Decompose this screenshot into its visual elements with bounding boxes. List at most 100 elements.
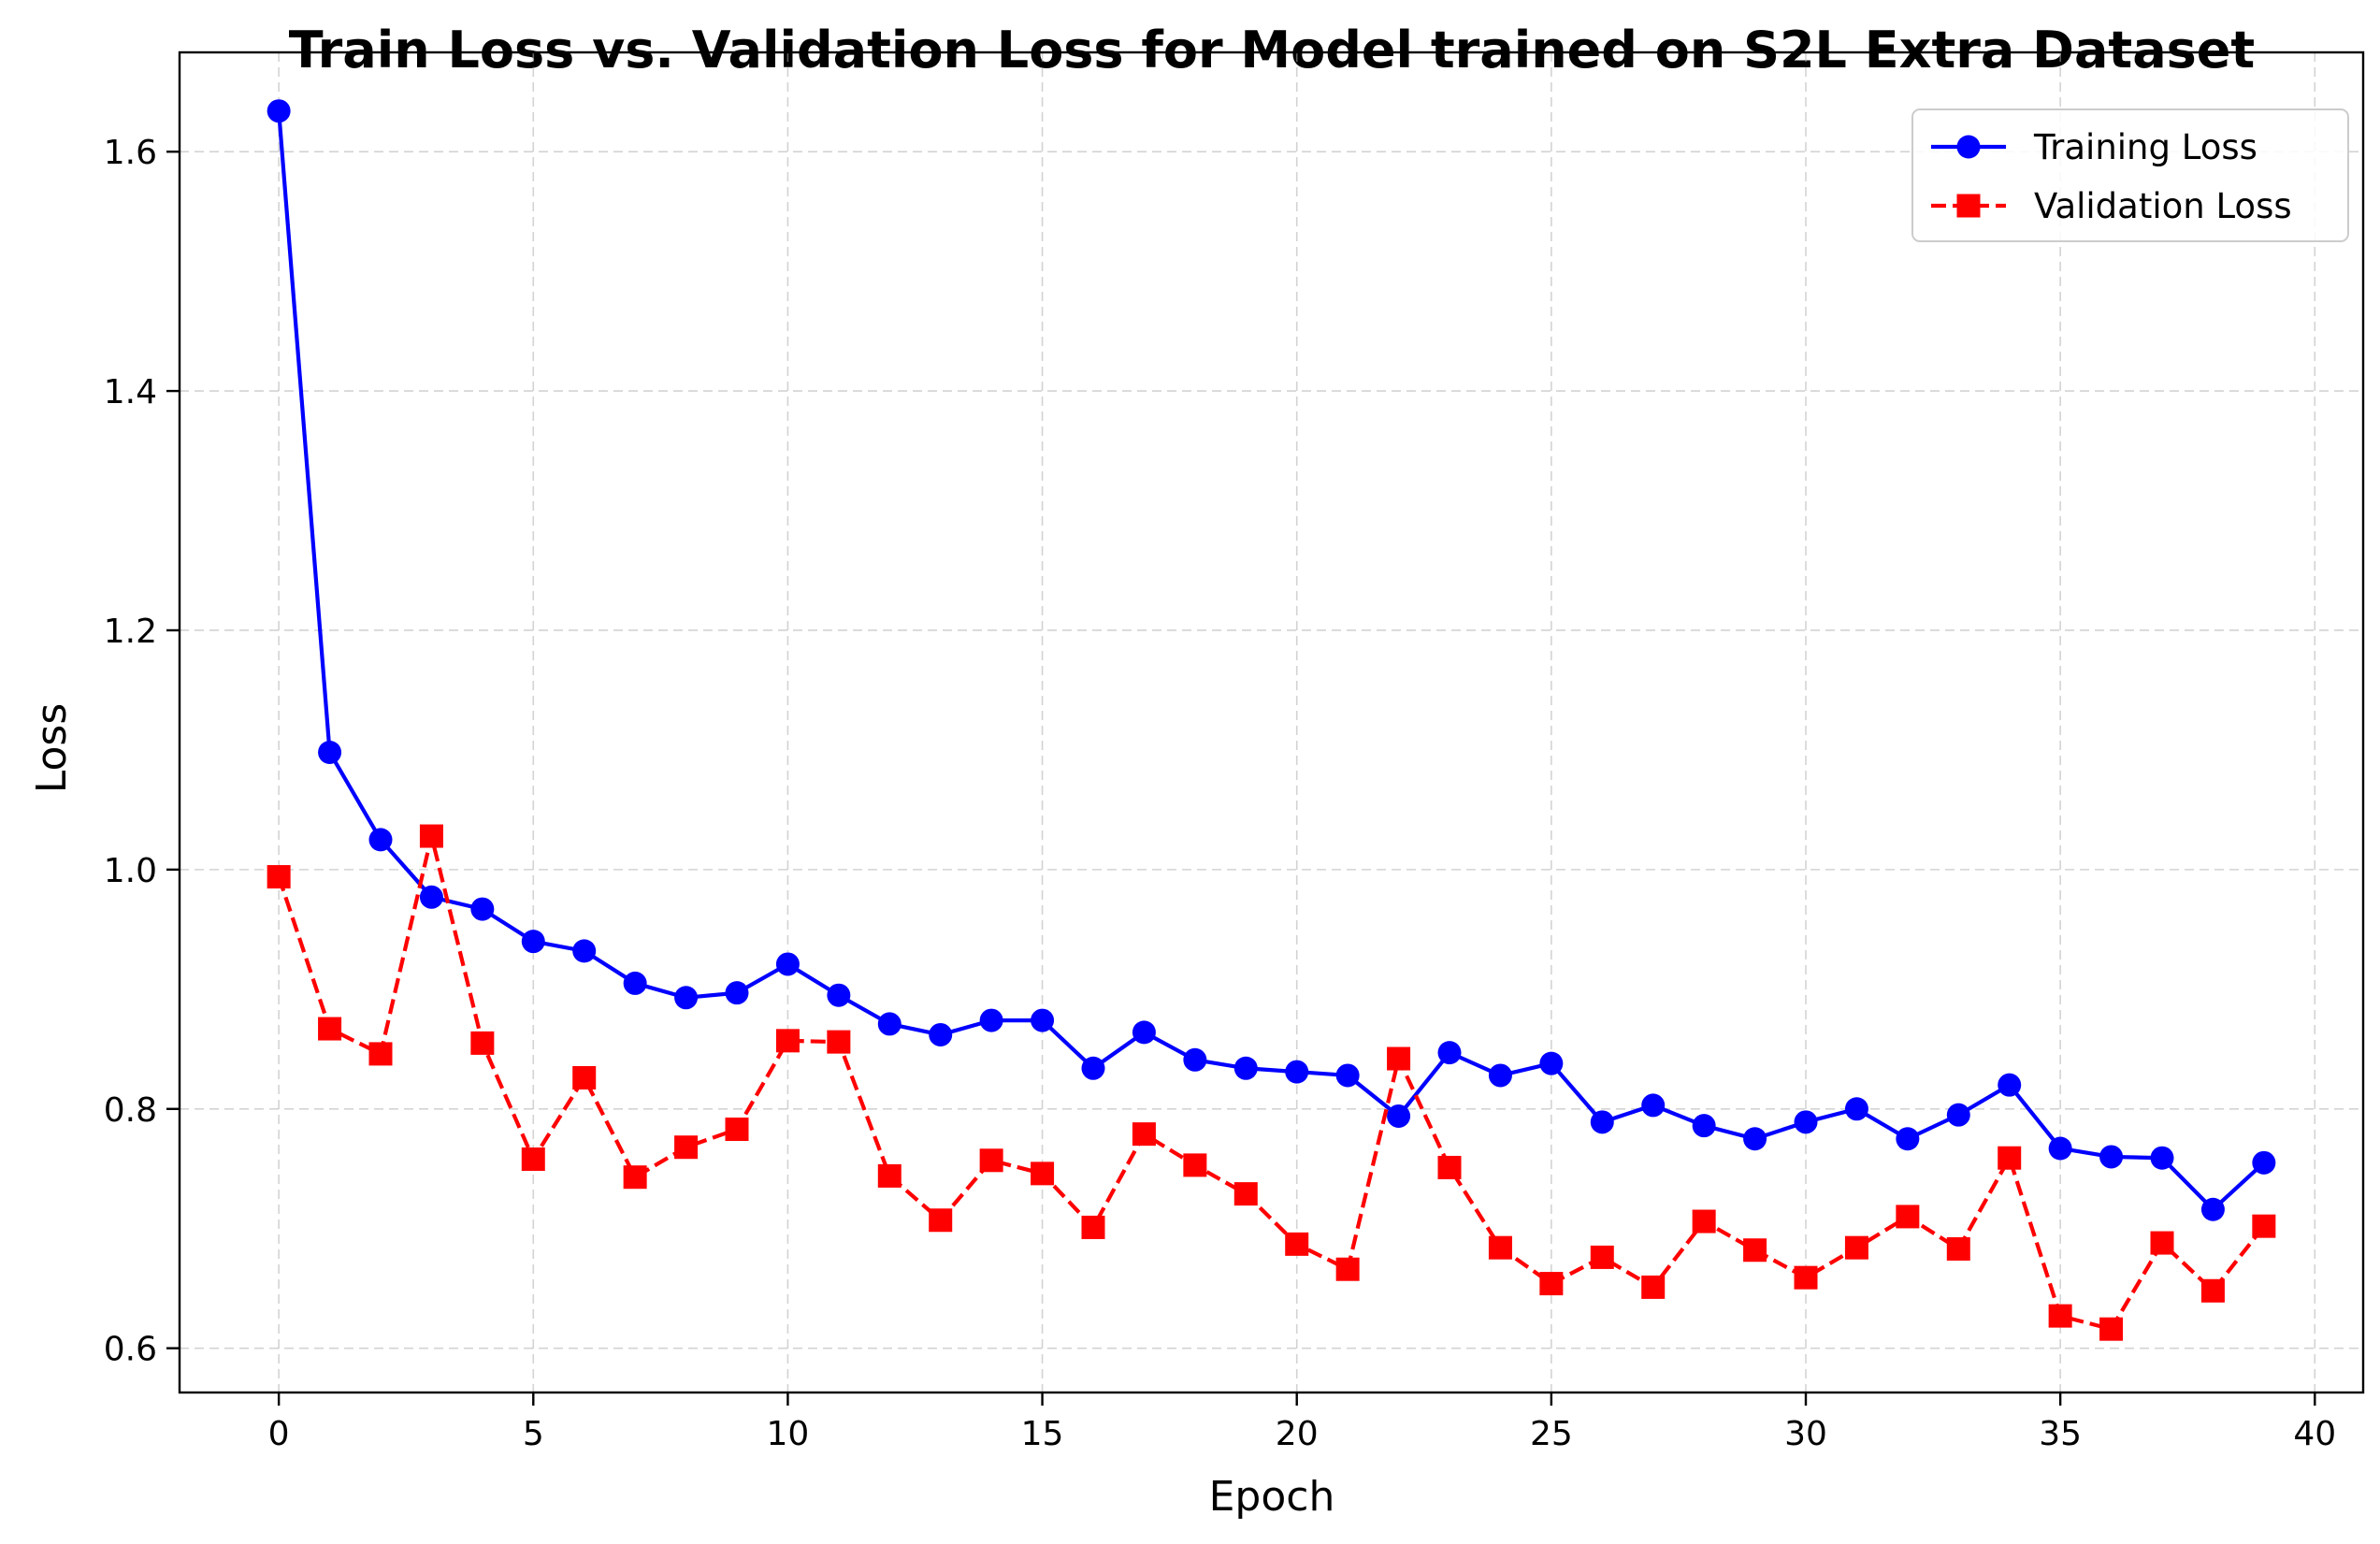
training-loss-point [1183,1047,1207,1072]
training-loss-point [1081,1056,1105,1080]
validation-loss-point [1794,1265,1818,1290]
validation-loss-point [877,1163,902,1188]
training-loss-point [572,939,597,963]
x-tick-label: 40 [2293,1415,2336,1453]
validation-loss-point [1641,1275,1666,1299]
x-tick-label: 15 [1021,1415,1064,1453]
training-loss-point [623,971,647,995]
validation-loss-point [725,1118,749,1142]
validation-loss-point [1031,1162,1055,1186]
validation-loss-point [674,1135,699,1160]
training-loss-point [877,1012,902,1036]
validation-loss-point [2200,1278,2225,1303]
validation-loss-legend-marker [1956,194,1981,218]
training-loss-point [1132,1020,1156,1045]
training-loss-point [1335,1063,1360,1088]
validation-loss-point [2099,1317,2124,1341]
training-loss-point [318,740,342,764]
validation-loss-point [521,1147,545,1172]
plot-frame [178,51,2365,1394]
training-loss-point [1488,1063,1512,1088]
y-tick-label: 1.2 [104,613,157,651]
grid-lines [180,52,2363,1392]
y-axis-label: Loss [28,703,76,794]
x-tick-label: 20 [1276,1415,1319,1453]
validation-loss-point [267,865,291,889]
training-loss-point [674,986,699,1010]
validation-loss-legend-label: Validation Loss [2034,186,2292,226]
validation-loss-point [2252,1214,2276,1238]
training-loss-point [1590,1110,1614,1134]
y-tick-label: 1.0 [104,852,157,890]
y-tick-label: 1.4 [104,373,157,411]
series-layer [267,99,2276,1341]
training-loss-point [267,99,291,123]
training-loss-point [1896,1127,1920,1151]
validation-loss-point [1488,1235,1512,1260]
validation-loss-point [1233,1182,1258,1206]
legend-box [1911,108,2349,242]
training-loss-point [2150,1146,2174,1170]
validation-loss-point [2048,1304,2072,1328]
validation-loss-point [1896,1205,1920,1229]
validation-loss-point [1844,1235,1868,1260]
legend: Training Loss Validation Loss [1911,108,2349,242]
validation-loss-point [1183,1153,1207,1177]
validation-loss-point [775,1029,800,1053]
training-loss-point [368,828,393,852]
training-loss-point [1844,1097,1868,1121]
validation-loss-point [1132,1122,1156,1147]
training-loss-point [2099,1145,2124,1169]
validation-loss-series [267,824,2276,1341]
validation-loss-point [1437,1155,1462,1179]
validation-loss-point [1285,1232,1309,1256]
validation-loss-point [1743,1238,1767,1263]
validation-loss-point [1590,1245,1614,1269]
training-loss-point [1641,1093,1666,1118]
y-tick-label: 0.8 [104,1091,157,1130]
x-tick-label: 35 [2039,1415,2082,1453]
y-tick-label: 0.6 [104,1331,157,1369]
x-tick-label: 10 [767,1415,810,1453]
training-loss-point [1437,1041,1462,1065]
training-loss-point [2200,1197,2225,1221]
x-axis-label: Epoch [1209,1473,1335,1521]
training-loss-line [277,110,2266,1212]
training-loss-point [827,983,851,1007]
chart-title: Train Loss vs. Validation Loss for Model… [289,21,2256,79]
training-loss-point [1692,1114,1716,1138]
x-tick-label: 5 [523,1415,544,1453]
validation-loss-point [1387,1046,1411,1071]
training-loss-point [1539,1051,1564,1075]
training-loss-point [1233,1056,1258,1080]
training-loss-point [929,1022,953,1046]
training-loss-point [1743,1127,1767,1151]
training-loss-point [1031,1008,1055,1032]
training-loss-point [1946,1103,1970,1127]
x-tick-label: 30 [1784,1415,1827,1453]
validation-loss-point [1335,1257,1360,1281]
validation-loss-point [368,1042,393,1066]
validation-loss-point [470,1031,495,1055]
training-loss-point [419,885,443,909]
training-loss-point [470,897,495,921]
x-tick-label: 0 [268,1415,290,1453]
training-loss-series [267,99,2276,1221]
training-loss-point [2252,1150,2276,1175]
y-tick-label: 1.6 [104,134,157,172]
y-axis: 0.6 0.8 1.0 1.2 1.4 1.6 [104,134,180,1369]
training-loss-legend-label: Training Loss [2033,127,2257,167]
training-loss-point [521,930,545,954]
validation-loss-point [318,1017,342,1041]
validation-loss-point [1539,1272,1564,1296]
training-loss-point [1794,1110,1818,1134]
validation-loss-point [2150,1231,2174,1255]
training-loss-point [1387,1104,1411,1128]
validation-loss-point [572,1066,597,1090]
x-tick-label: 25 [1530,1415,1573,1453]
training-loss-point [979,1008,1003,1032]
validation-loss-point [623,1165,647,1190]
training-loss-point [775,952,800,976]
validation-loss-point [929,1208,953,1233]
